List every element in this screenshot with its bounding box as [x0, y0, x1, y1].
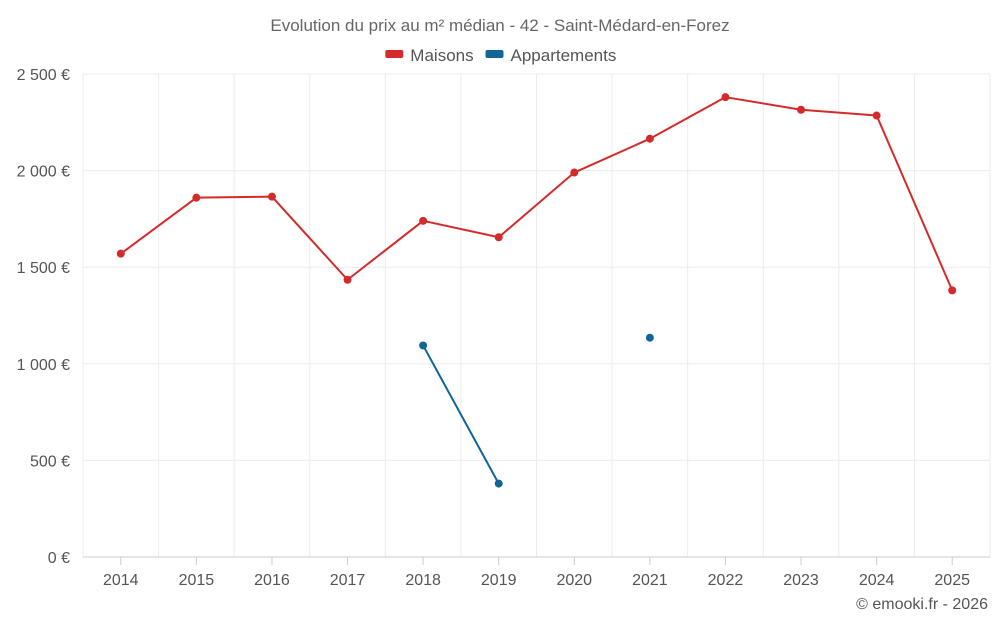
series-line-appartements [422, 344, 500, 485]
y-tick-label: 1 500 € [17, 260, 70, 277]
data-point-maisons[interactable] [343, 275, 352, 284]
data-point-maisons[interactable] [645, 134, 654, 143]
x-tick-label: 2016 [254, 572, 290, 589]
y-tick-label: 500 € [30, 453, 70, 470]
x-tick-label: 2022 [708, 572, 744, 589]
x-tick-label: 2014 [103, 572, 139, 589]
data-point-maisons[interactable] [419, 216, 428, 225]
legend-item-appartements[interactable]: Appartements [485, 46, 617, 65]
data-point-appartements[interactable] [419, 341, 428, 350]
x-tick-label: 2021 [632, 572, 668, 589]
axes: 0 € 500 € 1 000 € 1 500 € 2 000 € 2 500 € 2014… [17, 67, 990, 589]
x-tick-label: 2017 [330, 572, 366, 589]
data-point-maisons[interactable] [494, 233, 503, 242]
legend[interactable]: Maisons Appartements [385, 46, 616, 65]
data-point-maisons[interactable] [570, 168, 579, 177]
data-point-maisons[interactable] [797, 105, 806, 114]
grid [82, 73, 991, 557]
y-tick-label: 0 € [48, 550, 70, 567]
data-point-appartements[interactable] [645, 333, 654, 342]
legend-swatch [485, 50, 504, 58]
x-tick-label: 2018 [405, 572, 441, 589]
data-point-maisons[interactable] [192, 193, 201, 202]
data-point-maisons[interactable] [872, 111, 881, 120]
credit-text: © emooki.fr - 2026 [856, 596, 988, 613]
legend-swatch [385, 50, 404, 58]
series-line-maisons [120, 96, 954, 291]
x-tick-label: 2025 [934, 572, 970, 589]
series [116, 93, 957, 488]
chart-title: Evolution du prix au m² médian - 42 - Sa… [270, 16, 729, 35]
series-maisons [116, 93, 957, 295]
legend-item-maisons[interactable]: Maisons [385, 46, 474, 65]
data-point-appartements[interactable] [494, 479, 503, 488]
data-point-maisons[interactable] [116, 249, 125, 258]
x-tick-label: 2019 [481, 572, 517, 589]
legend-label: Appartements [511, 46, 617, 65]
x-tick-label: 2015 [179, 572, 215, 589]
y-tick-label: 2 500 € [17, 67, 70, 84]
x-tick-label: 2024 [859, 572, 895, 589]
data-point-maisons[interactable] [267, 192, 276, 201]
legend-label: Maisons [410, 46, 473, 65]
x-tick-label: 2023 [783, 572, 819, 589]
y-tick-label: 2 000 € [17, 164, 70, 181]
data-point-maisons[interactable] [948, 286, 957, 295]
y-tick-label: 1 000 € [17, 357, 70, 374]
series-appartements [419, 333, 654, 488]
x-tick-label: 2020 [556, 572, 592, 589]
data-point-maisons[interactable] [721, 93, 730, 102]
